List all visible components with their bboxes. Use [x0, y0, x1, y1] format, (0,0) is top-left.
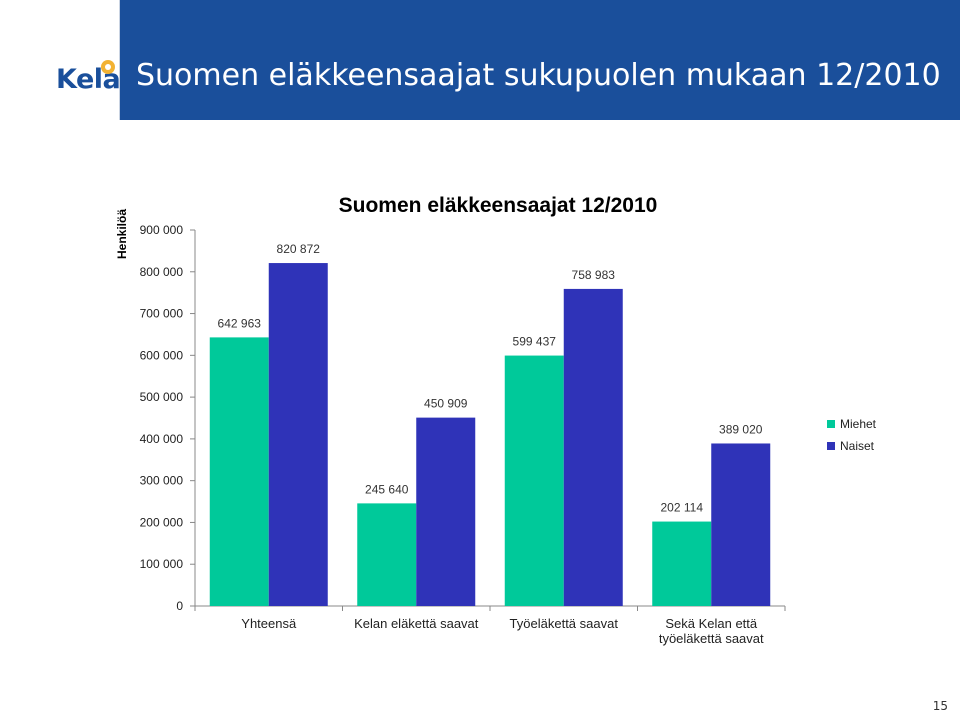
legend-label-naiset: Naiset [840, 439, 875, 453]
logo-box: Kela [0, 0, 121, 120]
slide-number: 15 [932, 699, 948, 713]
legend-label-miehet: Miehet [840, 417, 877, 431]
y-tick-label: 200 000 [140, 515, 184, 529]
bar-miehet [652, 521, 712, 606]
y-tick-label: 700 000 [140, 307, 184, 321]
slide-header: Kela Suomen eläkkeensaajat sukupuolen mu… [0, 0, 960, 120]
page-title: Suomen eläkkeensaajat sukupuolen mukaan … [136, 58, 941, 93]
y-tick-label: 600 000 [140, 348, 184, 362]
y-tick-label: 100 000 [140, 557, 184, 571]
x-tick-label: Kelan eläkettä saavat [354, 616, 479, 631]
y-tick-label: 300 000 [140, 474, 184, 488]
legend-swatch-naiset [827, 442, 835, 450]
chart-title: Suomen eläkkeensaajat 12/2010 [339, 194, 658, 217]
x-tick-label: Työeläkettä saavat [510, 616, 619, 631]
data-label: 389 020 [719, 422, 763, 436]
data-label: 642 963 [218, 316, 262, 330]
y-tick-label: 900 000 [140, 223, 184, 237]
axes: 0 100 000 200 000 300 000 400 000 500 000 600 … [140, 223, 786, 646]
data-label: 245 640 [365, 482, 409, 496]
bar-miehet [209, 337, 269, 606]
bar-miehet [504, 355, 564, 606]
y-tick-label: 500 000 [140, 390, 184, 404]
x-tick-label: Yhteensä [241, 616, 297, 631]
bar-miehet [357, 503, 417, 606]
data-label: 450 909 [424, 397, 468, 411]
x-tick-label: Sekä Kelan että työeläkettä saavat [659, 616, 764, 646]
legend: Miehet Naiset [827, 417, 877, 453]
y-axis-label: Henkilöä [115, 209, 129, 259]
data-label: 758 983 [572, 268, 616, 282]
bar-naiset [711, 443, 771, 606]
bar-naiset [268, 263, 328, 606]
data-label: 820 872 [277, 242, 321, 256]
bar-chart: Suomen eläkkeensaajat 12/2010 Henkilöä 0… [115, 194, 877, 646]
bars: 642 963 245 640 599 437 202 114 820 872 450 9… [209, 242, 771, 606]
y-tick-label: 400 000 [140, 432, 184, 446]
y-tick-label: 800 000 [140, 265, 184, 279]
y-tick-label: 0 [176, 599, 183, 613]
kela-logo-mark-icon [101, 60, 115, 74]
bar-naiset [416, 417, 476, 606]
data-label: 599 437 [513, 335, 557, 349]
data-label: 202 114 [661, 501, 704, 515]
bar-naiset [563, 288, 623, 606]
legend-swatch-miehet [827, 420, 835, 428]
